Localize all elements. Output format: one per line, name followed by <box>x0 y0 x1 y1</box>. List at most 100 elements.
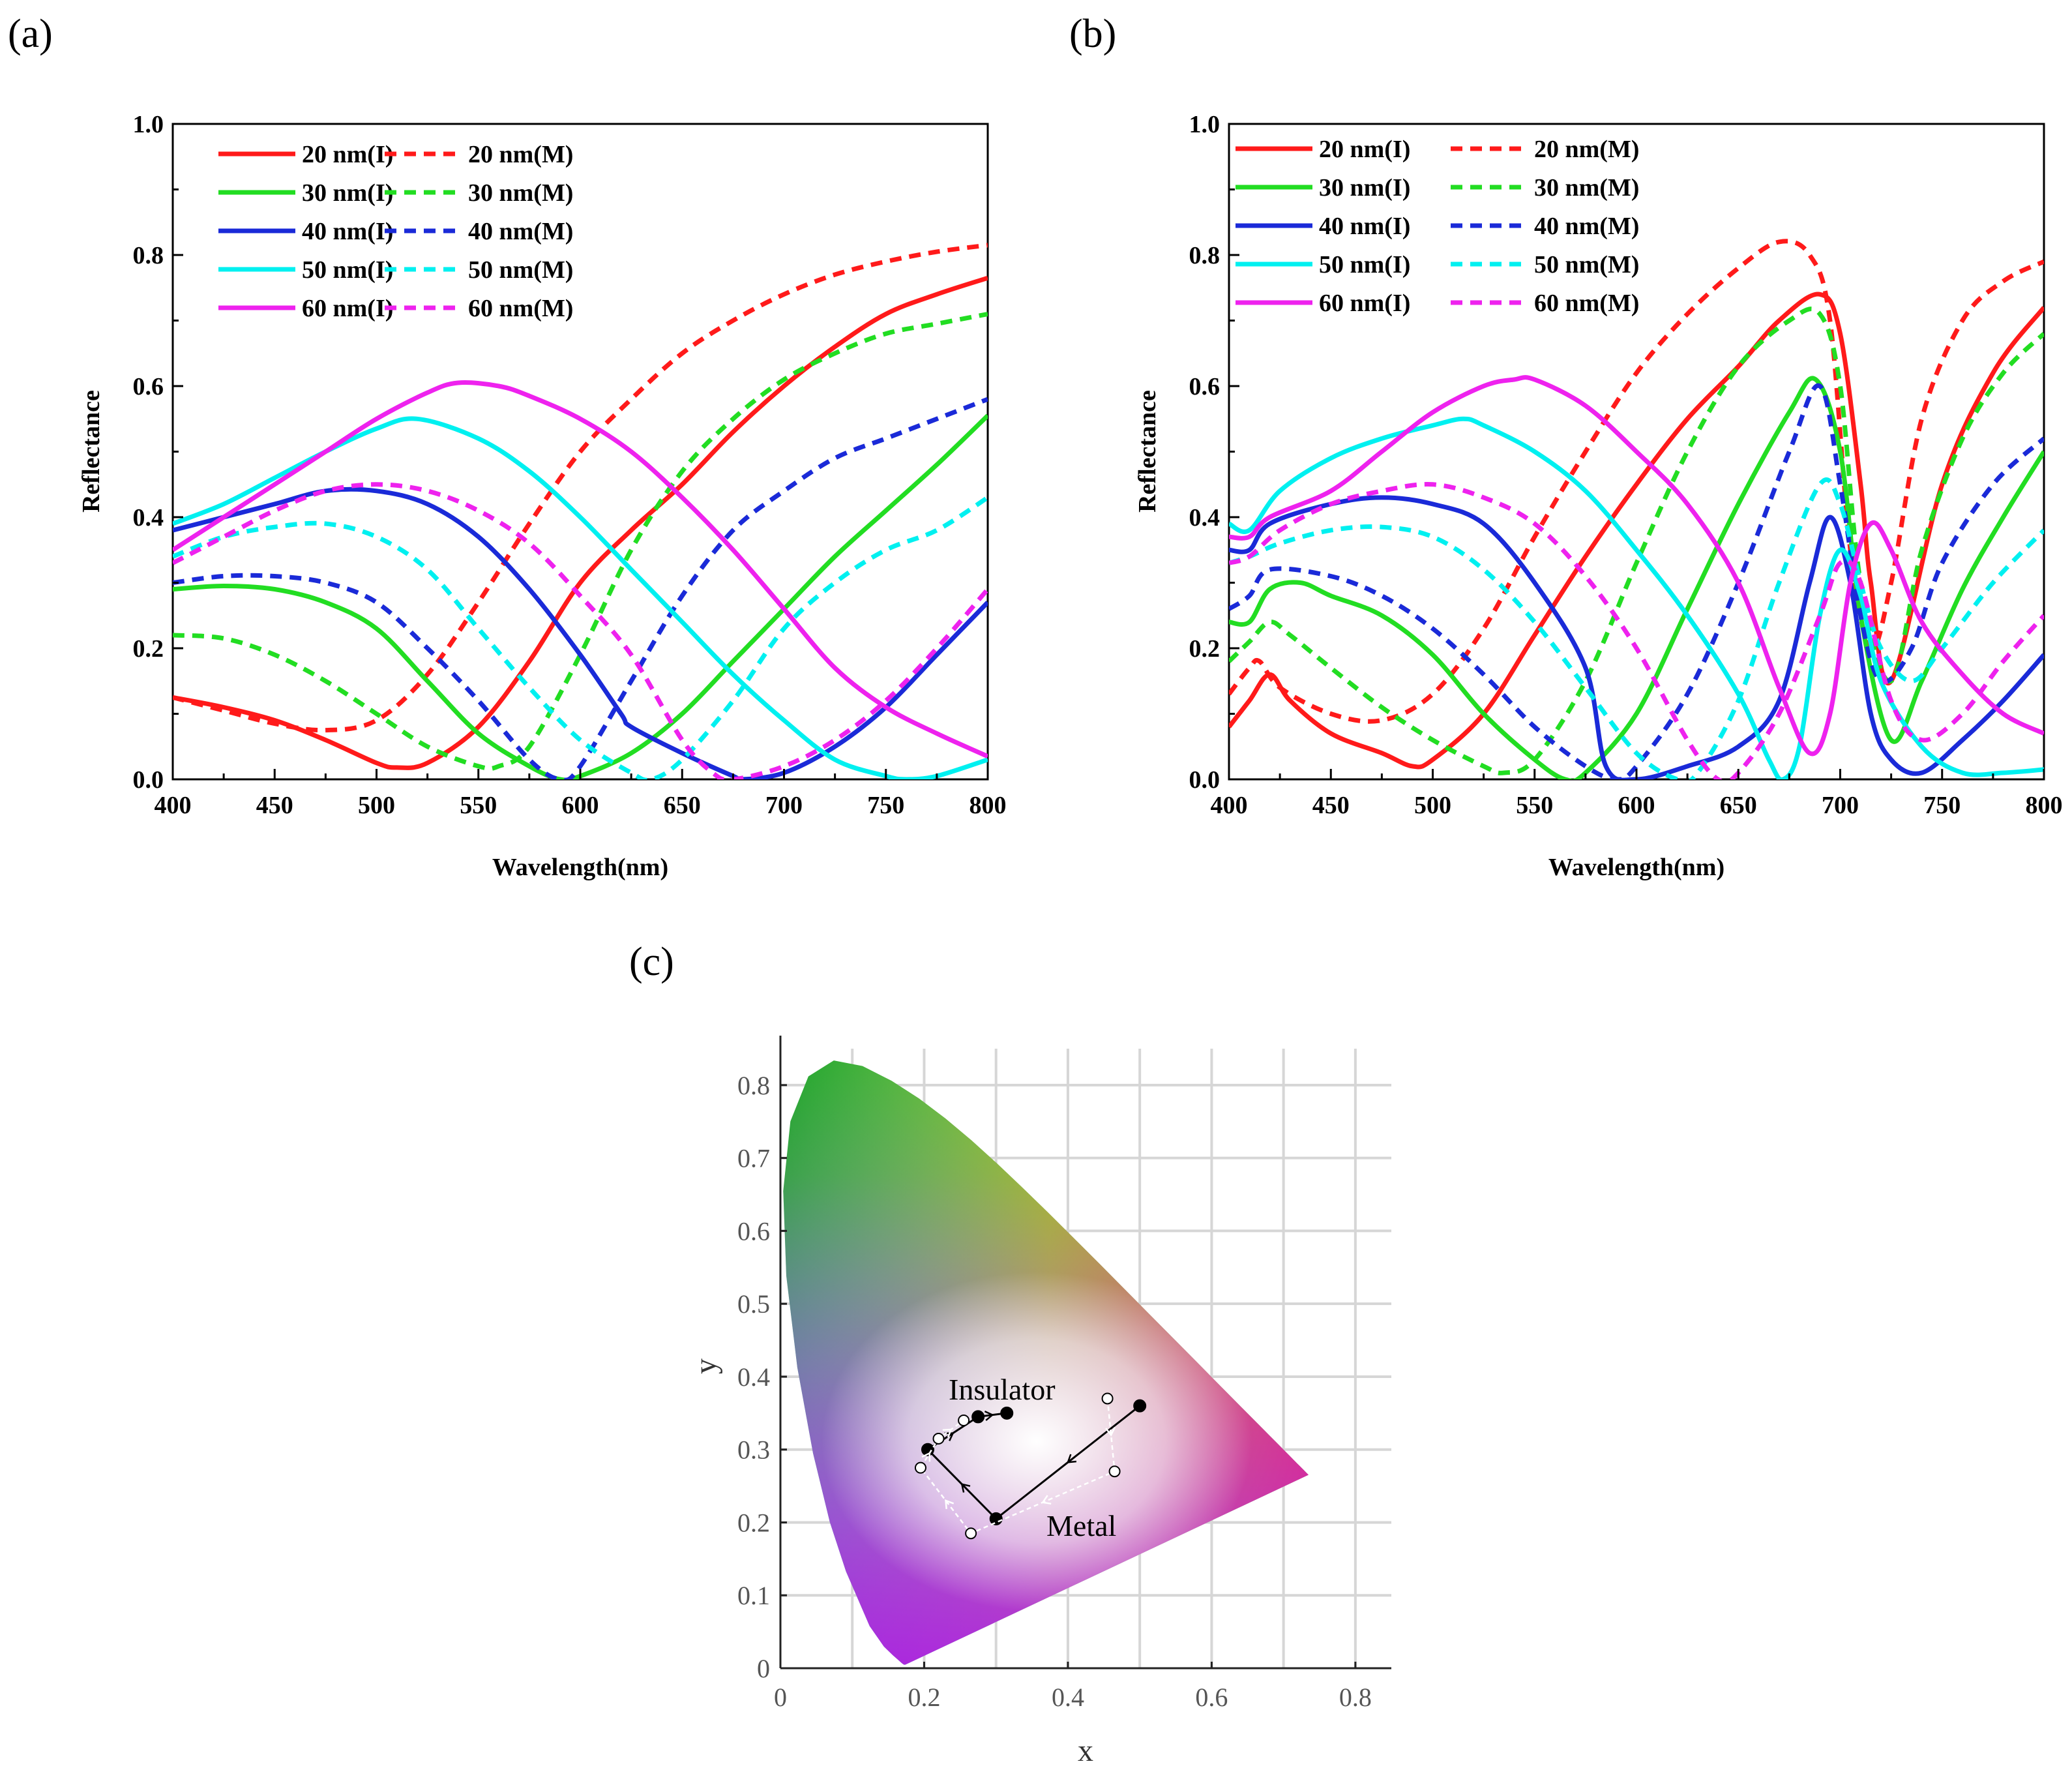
x-tick-label-b: 700 <box>1822 792 1859 819</box>
legend-label-b: 20 nm(I) <box>1319 136 1410 163</box>
x-tick-label-c: 0.2 <box>908 1683 940 1712</box>
series-line-a-40-nm-i- <box>173 487 988 779</box>
data-point-metal <box>965 1527 977 1540</box>
legend-label-a: 50 nm(I) <box>302 256 393 284</box>
legend-label-b: 50 nm(M) <box>1534 251 1639 278</box>
x-axis-title-c: x <box>1078 1733 1093 1768</box>
x-tick-label-a: 600 <box>562 792 599 819</box>
y-tick-label-a: 1.0 <box>133 111 164 138</box>
series-line-b-30-nm-i- <box>1229 376 2044 779</box>
annotation-metal: Metal <box>1046 1509 1116 1542</box>
x-tick-label-a: 700 <box>765 792 803 819</box>
y-tick-label-c: 0.7 <box>737 1144 770 1173</box>
data-point-metal <box>1101 1392 1114 1405</box>
x-tick-label-a: 450 <box>256 792 293 819</box>
y-axis-title-a: Reflectance <box>78 390 105 513</box>
x-tick-label-b: 750 <box>1923 792 1961 819</box>
data-point-insulator <box>989 1512 1003 1525</box>
x-tick-label-b: 550 <box>1516 792 1553 819</box>
x-tick-label-a: 500 <box>358 792 395 819</box>
y-tick-label-a: 0.0 <box>133 766 164 794</box>
legend-label-a: 60 nm(M) <box>468 295 573 322</box>
y-tick-label-b: 0.6 <box>1189 373 1221 400</box>
y-tick-label-b: 0.8 <box>1189 242 1221 269</box>
series-line-b-60-nm-i- <box>1229 375 2044 757</box>
direction-arrow-insulator <box>984 1410 994 1421</box>
legend-label-b: 20 nm(M) <box>1534 136 1639 163</box>
y-tick-label-b: 0.2 <box>1189 635 1221 663</box>
data-point-metal <box>914 1461 926 1474</box>
series-group-b <box>1229 239 2044 779</box>
y-tick-label-b: 0.4 <box>1189 504 1221 532</box>
y-tick-label-b: 0.0 <box>1189 766 1221 794</box>
direction-arrow-insulator <box>960 1483 971 1493</box>
legend-label-b: 60 nm(M) <box>1534 290 1639 317</box>
y-tick-label-a: 0.2 <box>133 635 164 663</box>
legend-label-b: 30 nm(I) <box>1319 174 1410 202</box>
data-point-insulator <box>1000 1406 1014 1420</box>
x-axis-title-a: Wavelength(nm) <box>492 854 668 881</box>
legend-label-b: 60 nm(I) <box>1319 290 1410 317</box>
legend-label-b: 50 nm(I) <box>1319 251 1410 278</box>
x-tick-label-c: 0.4 <box>1052 1683 1084 1712</box>
x-tick-label-a: 400 <box>155 792 192 819</box>
data-point-insulator <box>1133 1399 1147 1413</box>
x-tick-label-a: 750 <box>867 792 904 819</box>
ticks-b: 400 450 500 550 600 650 700 750 800 0.0 0.2 0.4 0.6 0… <box>1189 111 2063 819</box>
series-line-a-30-nm-m- <box>173 312 988 772</box>
direction-arrow-metal <box>1105 1427 1116 1437</box>
x-tick-label-b: 450 <box>1312 792 1350 819</box>
direction-arrow-metal <box>921 1452 931 1462</box>
x-tick-label-b: 650 <box>1720 792 1757 819</box>
series-line-a-50-nm-m- <box>173 495 988 779</box>
y-tick-label-c: 0.4 <box>737 1362 770 1392</box>
chart-panel-b: 400 450 500 550 600 650 700 750 800 0.0 0.2 0.4 0.6 0… <box>1134 111 2063 881</box>
series-line-b-20-nm-i- <box>1229 292 2044 770</box>
axes-c: 0 0.2 0.4 0.6 0.8 0 0.1 0.2 0.3 0.4 0.5 0.6 0.7 0.8 <box>737 1036 1391 1712</box>
x-tick-label-a: 650 <box>664 792 701 819</box>
x-tick-label-b: 500 <box>1414 792 1451 819</box>
data-point-metal <box>958 1415 970 1426</box>
legend-label-a: 40 nm(I) <box>302 218 393 245</box>
direction-arrow-insulator <box>944 1432 955 1441</box>
panel-label-c: (c) <box>629 940 674 984</box>
y-tick-label-a: 0.6 <box>133 373 164 400</box>
series-line-b-30-nm-m- <box>1229 307 2044 775</box>
data-point-metal <box>1108 1465 1121 1478</box>
y-tick-label-a: 0.8 <box>133 242 164 269</box>
series-line-b-50-nm-m- <box>1229 477 2044 779</box>
legend-a: 20 nm(I) 20 nm(M) 30 nm(I) 30 nm(M) 40 nm(I)… <box>218 141 573 322</box>
x-tick-label-b: 600 <box>1618 792 1655 819</box>
panel-label-b: (b) <box>1069 12 1116 56</box>
y-tick-label-c: 0 <box>757 1654 770 1683</box>
annotation-insulator: Insulator <box>949 1373 1056 1406</box>
x-tick-label-c: 0.6 <box>1195 1683 1228 1712</box>
white-point-glow <box>821 1272 1252 1611</box>
legend-label-a: 40 nm(M) <box>468 218 573 245</box>
direction-arrow-metal <box>942 1428 953 1438</box>
x-tick-label-c: 0.8 <box>1339 1683 1372 1712</box>
panel-label-a: (a) <box>8 12 53 56</box>
legend-label-a: 30 nm(I) <box>302 179 393 207</box>
series-line-a-20-nm-m- <box>173 243 988 733</box>
series-line-a-20-nm-i- <box>173 275 988 770</box>
y-tick-label-c: 0.1 <box>737 1581 770 1610</box>
y-tick-label-b: 1.0 <box>1189 111 1221 138</box>
direction-arrow-metal <box>1041 1495 1052 1505</box>
legend-label-a: 50 nm(M) <box>468 256 573 284</box>
y-tick-label-c: 0.5 <box>737 1289 770 1319</box>
direction-arrow-metal <box>945 1499 955 1510</box>
x-tick-label-b: 400 <box>1211 792 1248 819</box>
series-line-a-60-nm-i- <box>173 380 988 758</box>
chromaticity-diagram <box>783 1060 1309 1665</box>
x-axis-title-b: Wavelength(nm) <box>1548 854 1724 881</box>
x-tick-label-a: 550 <box>460 792 497 819</box>
series-line-a-40-nm-m- <box>173 397 988 779</box>
chart-panel-a: 400 450 500 550 600 650 700 750 800 0.0 0.2 0.4 0.6 0… <box>78 111 1007 881</box>
y-axis-title-c: y <box>688 1358 723 1374</box>
data-point-metal <box>932 1432 945 1445</box>
y-tick-label-c: 0.3 <box>737 1435 770 1465</box>
legend-label-a: 30 nm(M) <box>468 179 573 207</box>
series-line-b-60-nm-m- <box>1229 482 2044 779</box>
